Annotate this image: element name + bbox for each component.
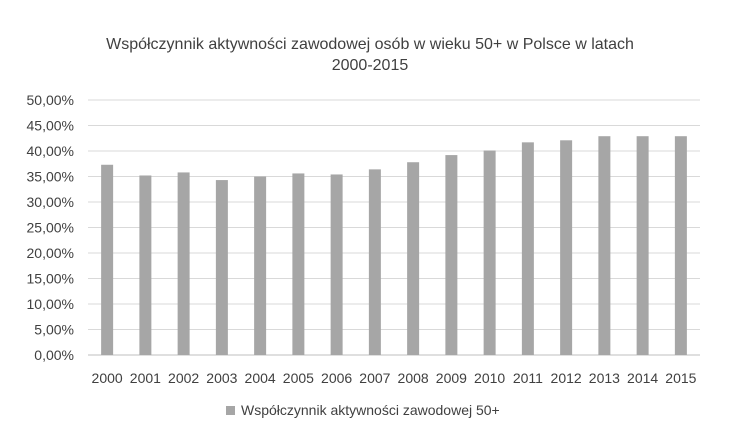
y-tick-label: 30,00% (27, 194, 74, 210)
y-tick-label: 5,00% (34, 322, 74, 338)
x-tick-label: 2007 (359, 370, 390, 386)
bar-2011 (521, 142, 534, 355)
bar-2001 (139, 175, 152, 355)
bar-2008 (407, 162, 420, 355)
x-tick-label: 2005 (283, 370, 314, 386)
x-tick-label: 2001 (130, 370, 161, 386)
legend-label: Współczynnik aktywności zawodowej 50+ (241, 402, 500, 418)
x-tick-label: 2000 (92, 370, 123, 386)
x-tick-label: 2011 (513, 370, 543, 386)
bar-2005 (292, 173, 305, 355)
x-tick-label: 2002 (168, 370, 199, 386)
chart-title: Współczynnik aktywności zawodowej osób w… (60, 34, 680, 76)
y-tick-label: 45,00% (27, 118, 74, 134)
bar-2012 (560, 140, 573, 355)
bar-2007 (368, 169, 381, 355)
bar-2009 (445, 155, 458, 355)
y-tick-label: 20,00% (27, 245, 74, 261)
x-tick-label: 2003 (206, 370, 237, 386)
y-tick-label: 0,00% (34, 347, 74, 363)
bar-2013 (598, 136, 611, 355)
x-tick-label: 2009 (436, 370, 467, 386)
bar-2015 (674, 136, 687, 355)
chart-title-line-1: Współczynnik aktywności zawodowej osób w… (106, 36, 634, 53)
y-tick-label: 35,00% (27, 169, 74, 185)
bar-2003 (215, 180, 228, 355)
legend: Współczynnik aktywności zawodowej 50+ (226, 402, 500, 418)
bar-2004 (254, 176, 267, 355)
bar-2006 (330, 174, 343, 355)
y-tick-label: 40,00% (27, 143, 74, 159)
y-tick-label: 50,00% (27, 92, 74, 108)
bar-2010 (483, 150, 496, 355)
x-tick-label: 2008 (398, 370, 429, 386)
x-tick-label: 2013 (589, 370, 620, 386)
bar-2014 (636, 136, 649, 355)
bar-2002 (177, 172, 190, 355)
y-tick-label: 15,00% (27, 271, 74, 287)
bar-2000 (101, 164, 114, 355)
x-tick-label: 2010 (474, 370, 505, 386)
y-tick-label: 25,00% (27, 220, 74, 236)
x-tick-label: 2012 (551, 370, 582, 386)
legend-swatch (226, 405, 235, 415)
chart-title-line-2: 2000-2015 (331, 57, 409, 74)
x-tick-label: 2014 (627, 370, 658, 386)
y-tick-label: 10,00% (27, 296, 74, 312)
x-tick-label: 2006 (321, 370, 352, 386)
x-tick-label: 2004 (245, 370, 276, 386)
x-tick-label: 2015 (665, 370, 696, 386)
